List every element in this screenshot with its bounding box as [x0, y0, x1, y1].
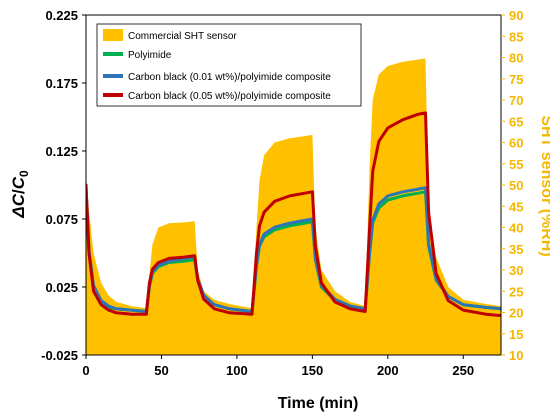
- y-tick-label: 0.025: [45, 280, 78, 295]
- legend-label-polyimide: Polyimide: [128, 50, 172, 61]
- y2-tick-label: 25: [509, 284, 523, 299]
- y2-tick-label: 70: [509, 93, 523, 108]
- y-axis-title-slash: /: [9, 189, 28, 194]
- y2-tick-label: 45: [509, 199, 523, 214]
- x-tick-label: 250: [452, 363, 474, 378]
- legend-label-cb005: Carbon black (0.05 wt%)/polyimide compos…: [128, 91, 331, 102]
- series-group: [86, 58, 501, 355]
- x-tick-label: 100: [226, 363, 248, 378]
- series-area-sht: [86, 58, 501, 355]
- x-tick-label: 200: [377, 363, 399, 378]
- legend-label-sht: Commercial SHT sensor: [128, 31, 237, 42]
- x-tick-label: 150: [302, 363, 324, 378]
- x-tick-label: 0: [82, 363, 89, 378]
- x-tick-label: 50: [154, 363, 168, 378]
- y2-tick-label: 60: [509, 136, 523, 151]
- y-tick-label: 0.075: [45, 212, 78, 227]
- y2-tick-label: 40: [509, 221, 523, 236]
- y2-tick-label: 15: [509, 327, 523, 342]
- y-axis-title-delta-c: ΔC: [9, 193, 28, 218]
- y2-tick-label: 50: [509, 178, 523, 193]
- y-axis-title-subscript: 0: [17, 170, 31, 177]
- legend: Commercial SHT sensor Polyimide Carbon b…: [96, 23, 362, 107]
- y-tick-label: 0.225: [45, 8, 78, 23]
- y2-tick-label: 75: [509, 72, 523, 87]
- y2-axis-title: SHT sensor (%RH): [538, 115, 550, 256]
- legend-box: [96, 23, 362, 107]
- y2-tick-label: 30: [509, 263, 523, 278]
- y-axis-title-c: C: [9, 176, 28, 189]
- tick-labels: 0 50 100 150 200 250 -0.025 0.025 0.075 0.125 0.17…: [41, 8, 523, 378]
- y-tick-label: -0.025: [41, 348, 78, 363]
- legend-label-cb001: Carbon black (0.01 wt%)/polyimide compos…: [128, 72, 331, 83]
- x-axis-title: Time (min): [278, 395, 359, 412]
- y2-tick-label: 55: [509, 157, 523, 172]
- y2-tick-label: 10: [509, 348, 523, 363]
- y-tick-label: 0.175: [45, 76, 78, 91]
- y-axis-title: ΔC/C0: [9, 170, 31, 219]
- axes: [82, 14, 505, 359]
- series-line-cb005: [86, 111, 501, 318]
- plot-area: [86, 58, 501, 355]
- y2-tick-label: 80: [509, 51, 523, 66]
- y-tick-label: 0.125: [45, 144, 78, 159]
- y2-tick-label: 85: [509, 29, 523, 44]
- y2-tick-label: 20: [509, 306, 523, 321]
- y2-tick-label: 35: [509, 242, 523, 257]
- y2-tick-label: 90: [509, 8, 523, 23]
- legend-swatch-sht: [103, 29, 123, 41]
- y2-tick-label: 65: [509, 114, 523, 129]
